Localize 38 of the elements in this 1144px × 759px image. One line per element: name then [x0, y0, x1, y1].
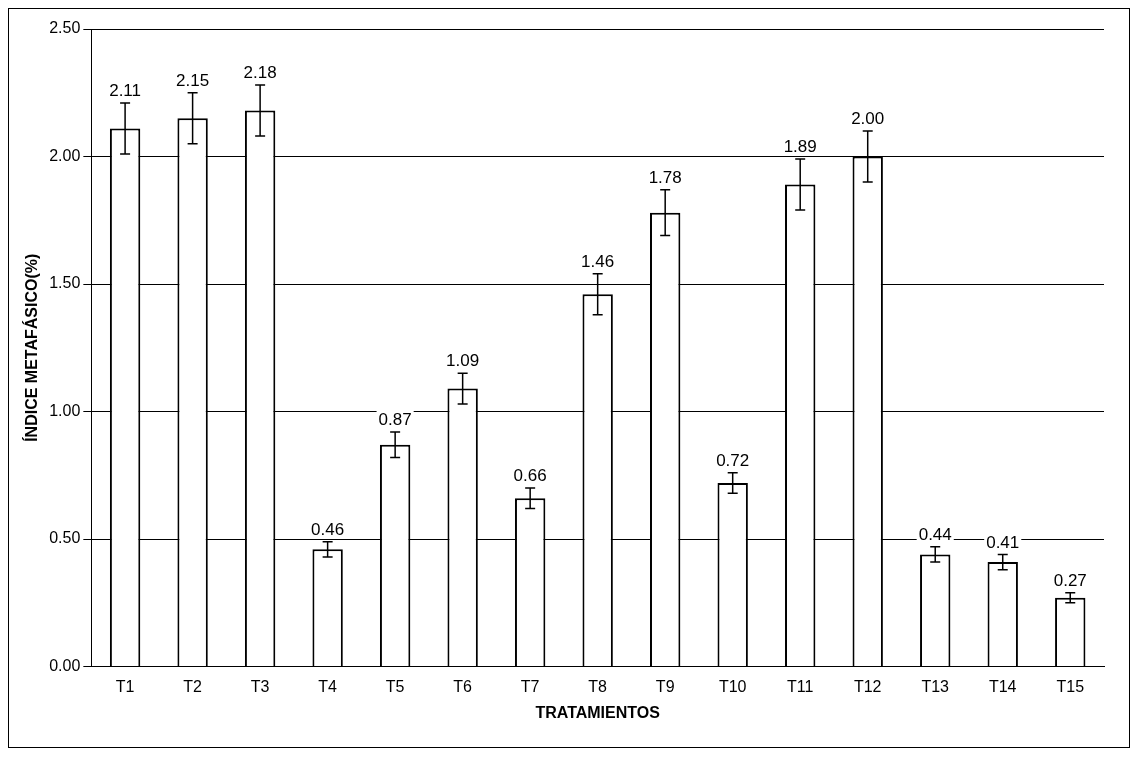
x-tick-label: T7 [520, 677, 540, 695]
y-tick-label: 0.50 [49, 529, 81, 547]
data-label: 0.27 [1053, 570, 1087, 590]
x-tick-label: T2 [183, 677, 203, 695]
data-label: 0.46 [311, 519, 345, 539]
data-label: 0.66 [513, 466, 547, 486]
x-tick-label: T4 [318, 677, 338, 695]
y-tick-label: 2.50 [49, 19, 81, 37]
x-tick-label: T3 [250, 677, 270, 695]
x-tick-label: T15 [1056, 677, 1085, 695]
x-tick-label: T9 [655, 677, 675, 695]
x-tick-label: T11 [787, 677, 814, 695]
data-label: 1.46 [581, 252, 615, 272]
y-tick-label: 1.50 [49, 274, 81, 292]
data-label: 0.44 [918, 524, 952, 544]
x-tick-label: T6 [453, 677, 473, 695]
x-tick-label: T13 [921, 677, 950, 695]
x-tick-label: T10 [718, 677, 747, 695]
data-label: 1.78 [648, 167, 682, 187]
x-tick-label: T8 [588, 677, 608, 695]
x-axis-title: TRATAMIENTOS [535, 703, 661, 721]
data-label: 2.15 [176, 70, 210, 90]
y-tick-label: 2.00 [49, 146, 81, 164]
data-label: 0.72 [716, 450, 750, 470]
x-tick-label: T1 [115, 677, 135, 695]
x-tick-label: T12 [853, 677, 882, 695]
data-label: 0.87 [378, 410, 412, 430]
x-tick-label: T5 [385, 677, 405, 695]
x-tick-label: T14 [988, 677, 1017, 695]
y-axis-title: ÍNDICE METAFÁSICO(%) [22, 253, 41, 442]
y-tick-label: 1.00 [49, 401, 81, 419]
data-label: 2.00 [851, 109, 885, 129]
data-label: 0.41 [986, 532, 1020, 552]
data-label: 2.18 [243, 63, 277, 83]
y-tick-label: 0.00 [49, 657, 81, 675]
data-label: 2.11 [109, 81, 142, 101]
data-label: 1.09 [446, 351, 480, 371]
data-label: 1.89 [783, 137, 817, 157]
